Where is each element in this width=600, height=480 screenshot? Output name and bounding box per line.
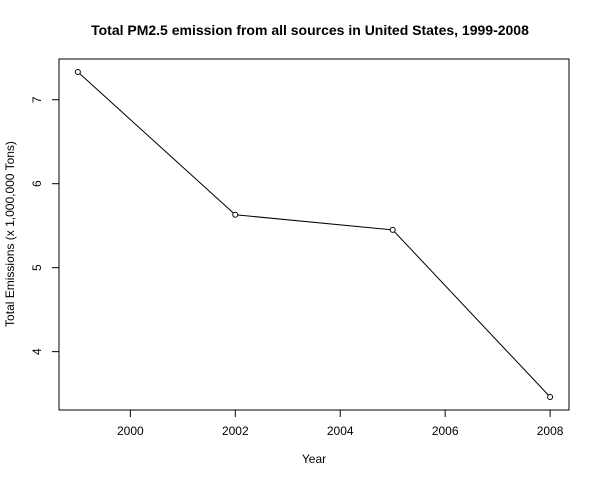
- x-tick-label: 2000: [117, 424, 144, 438]
- x-tick-label: 2008: [537, 424, 564, 438]
- x-tick-label: 2002: [222, 424, 249, 438]
- y-axis: 4 5 6 7: [30, 96, 59, 355]
- data-point: [547, 393, 554, 400]
- data-point: [74, 69, 81, 76]
- x-axis: 2000 2002 2004 2006 2008: [117, 410, 564, 438]
- data-point: [389, 226, 396, 233]
- y-axis-label: Total Emissions (x 1,000,000 Tons): [3, 141, 17, 327]
- y-tick-label: 7: [30, 96, 44, 103]
- y-tick-label: 4: [30, 348, 44, 355]
- y-tick-label: 6: [30, 180, 44, 187]
- x-tick-label: 2004: [327, 424, 354, 438]
- x-axis-label: Year: [302, 452, 326, 466]
- data-point: [232, 211, 239, 218]
- data-points: [74, 69, 554, 400]
- x-tick-label: 2006: [432, 424, 459, 438]
- emissions-series-line: [77, 71, 551, 398]
- y-tick-label: 5: [30, 264, 44, 271]
- plot-frame: [58, 58, 570, 411]
- chart-title: Total PM2.5 emission from all sources in…: [91, 22, 529, 38]
